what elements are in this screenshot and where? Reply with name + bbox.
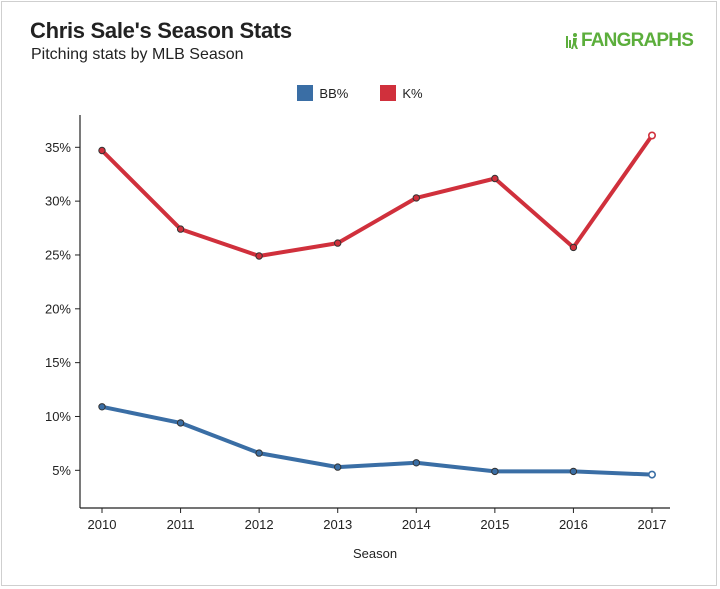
series-k	[98, 131, 656, 260]
data-point-k-2012[interactable]	[255, 252, 263, 260]
legend-item-k[interactable]: K%	[380, 85, 423, 101]
x-tick-label: 2010	[88, 517, 117, 532]
series-line-k	[100, 133, 654, 258]
legend-label-bb: BB%	[319, 85, 349, 101]
legend-swatch-bb	[297, 85, 314, 101]
x-tick-label: 2012	[245, 517, 274, 532]
x-tick-label: 2013	[323, 517, 352, 532]
y-tick-label: 25%	[45, 247, 71, 262]
data-point-k-2014[interactable]	[412, 194, 420, 202]
batter-icon	[566, 33, 578, 49]
data-point-k-2015[interactable]	[491, 174, 499, 183]
data-point-bb-2014[interactable]	[412, 459, 420, 467]
data-point-k-2016[interactable]	[569, 243, 578, 252]
data-point-bb-2016[interactable]	[569, 467, 578, 476]
data-point-bb-2012[interactable]	[255, 449, 263, 457]
chart-title: Chris Sale's Season Stats	[30, 18, 292, 43]
series-bb	[98, 403, 656, 479]
y-tick-label: 15%	[45, 355, 71, 370]
legend-swatch-k	[380, 85, 397, 101]
data-point-k-2010[interactable]	[98, 146, 106, 155]
y-tick-label: 30%	[45, 194, 71, 209]
legend-item-bb[interactable]: BB%	[297, 85, 348, 101]
legend: BB% K%	[0, 85, 720, 101]
x-tick-label: 2017	[638, 517, 667, 532]
data-point-bb-2017[interactable]	[647, 470, 656, 479]
y-tick-label: 5%	[52, 463, 71, 478]
axes: 5% 10% 15% 20% 25% 30% 35% 2010 2011 2012 2013 2014…	[45, 115, 670, 532]
x-tick-label: 2016	[559, 517, 588, 532]
logo-text: FANGRAPHS	[581, 30, 694, 51]
data-point-bb-2010[interactable]	[98, 403, 106, 411]
data-point-bb-2015[interactable]	[491, 467, 499, 476]
fangraphs-logo[interactable]: FANGRAPHS	[565, 30, 694, 52]
x-tick-label: 2014	[402, 517, 431, 532]
data-point-k-2017[interactable]	[647, 131, 656, 140]
data-point-k-2013[interactable]	[334, 239, 342, 247]
y-tick-label: 20%	[45, 301, 71, 316]
x-tick-label: 2011	[167, 517, 195, 532]
x-tick-label: 2015	[480, 517, 509, 532]
data-point-bb-2011[interactable]	[176, 419, 185, 427]
chart-subtitle: Pitching stats by MLB Season	[31, 46, 244, 63]
data-point-k-2011[interactable]	[176, 225, 185, 233]
series-line-bb	[100, 404, 654, 477]
legend-label-k: K%	[402, 85, 423, 101]
data-point-bb-2013[interactable]	[334, 463, 342, 471]
y-tick-label: 35%	[45, 140, 71, 155]
x-axis-title: Season	[353, 546, 397, 561]
series-layer	[98, 131, 656, 479]
y-tick-label: 10%	[45, 409, 71, 424]
